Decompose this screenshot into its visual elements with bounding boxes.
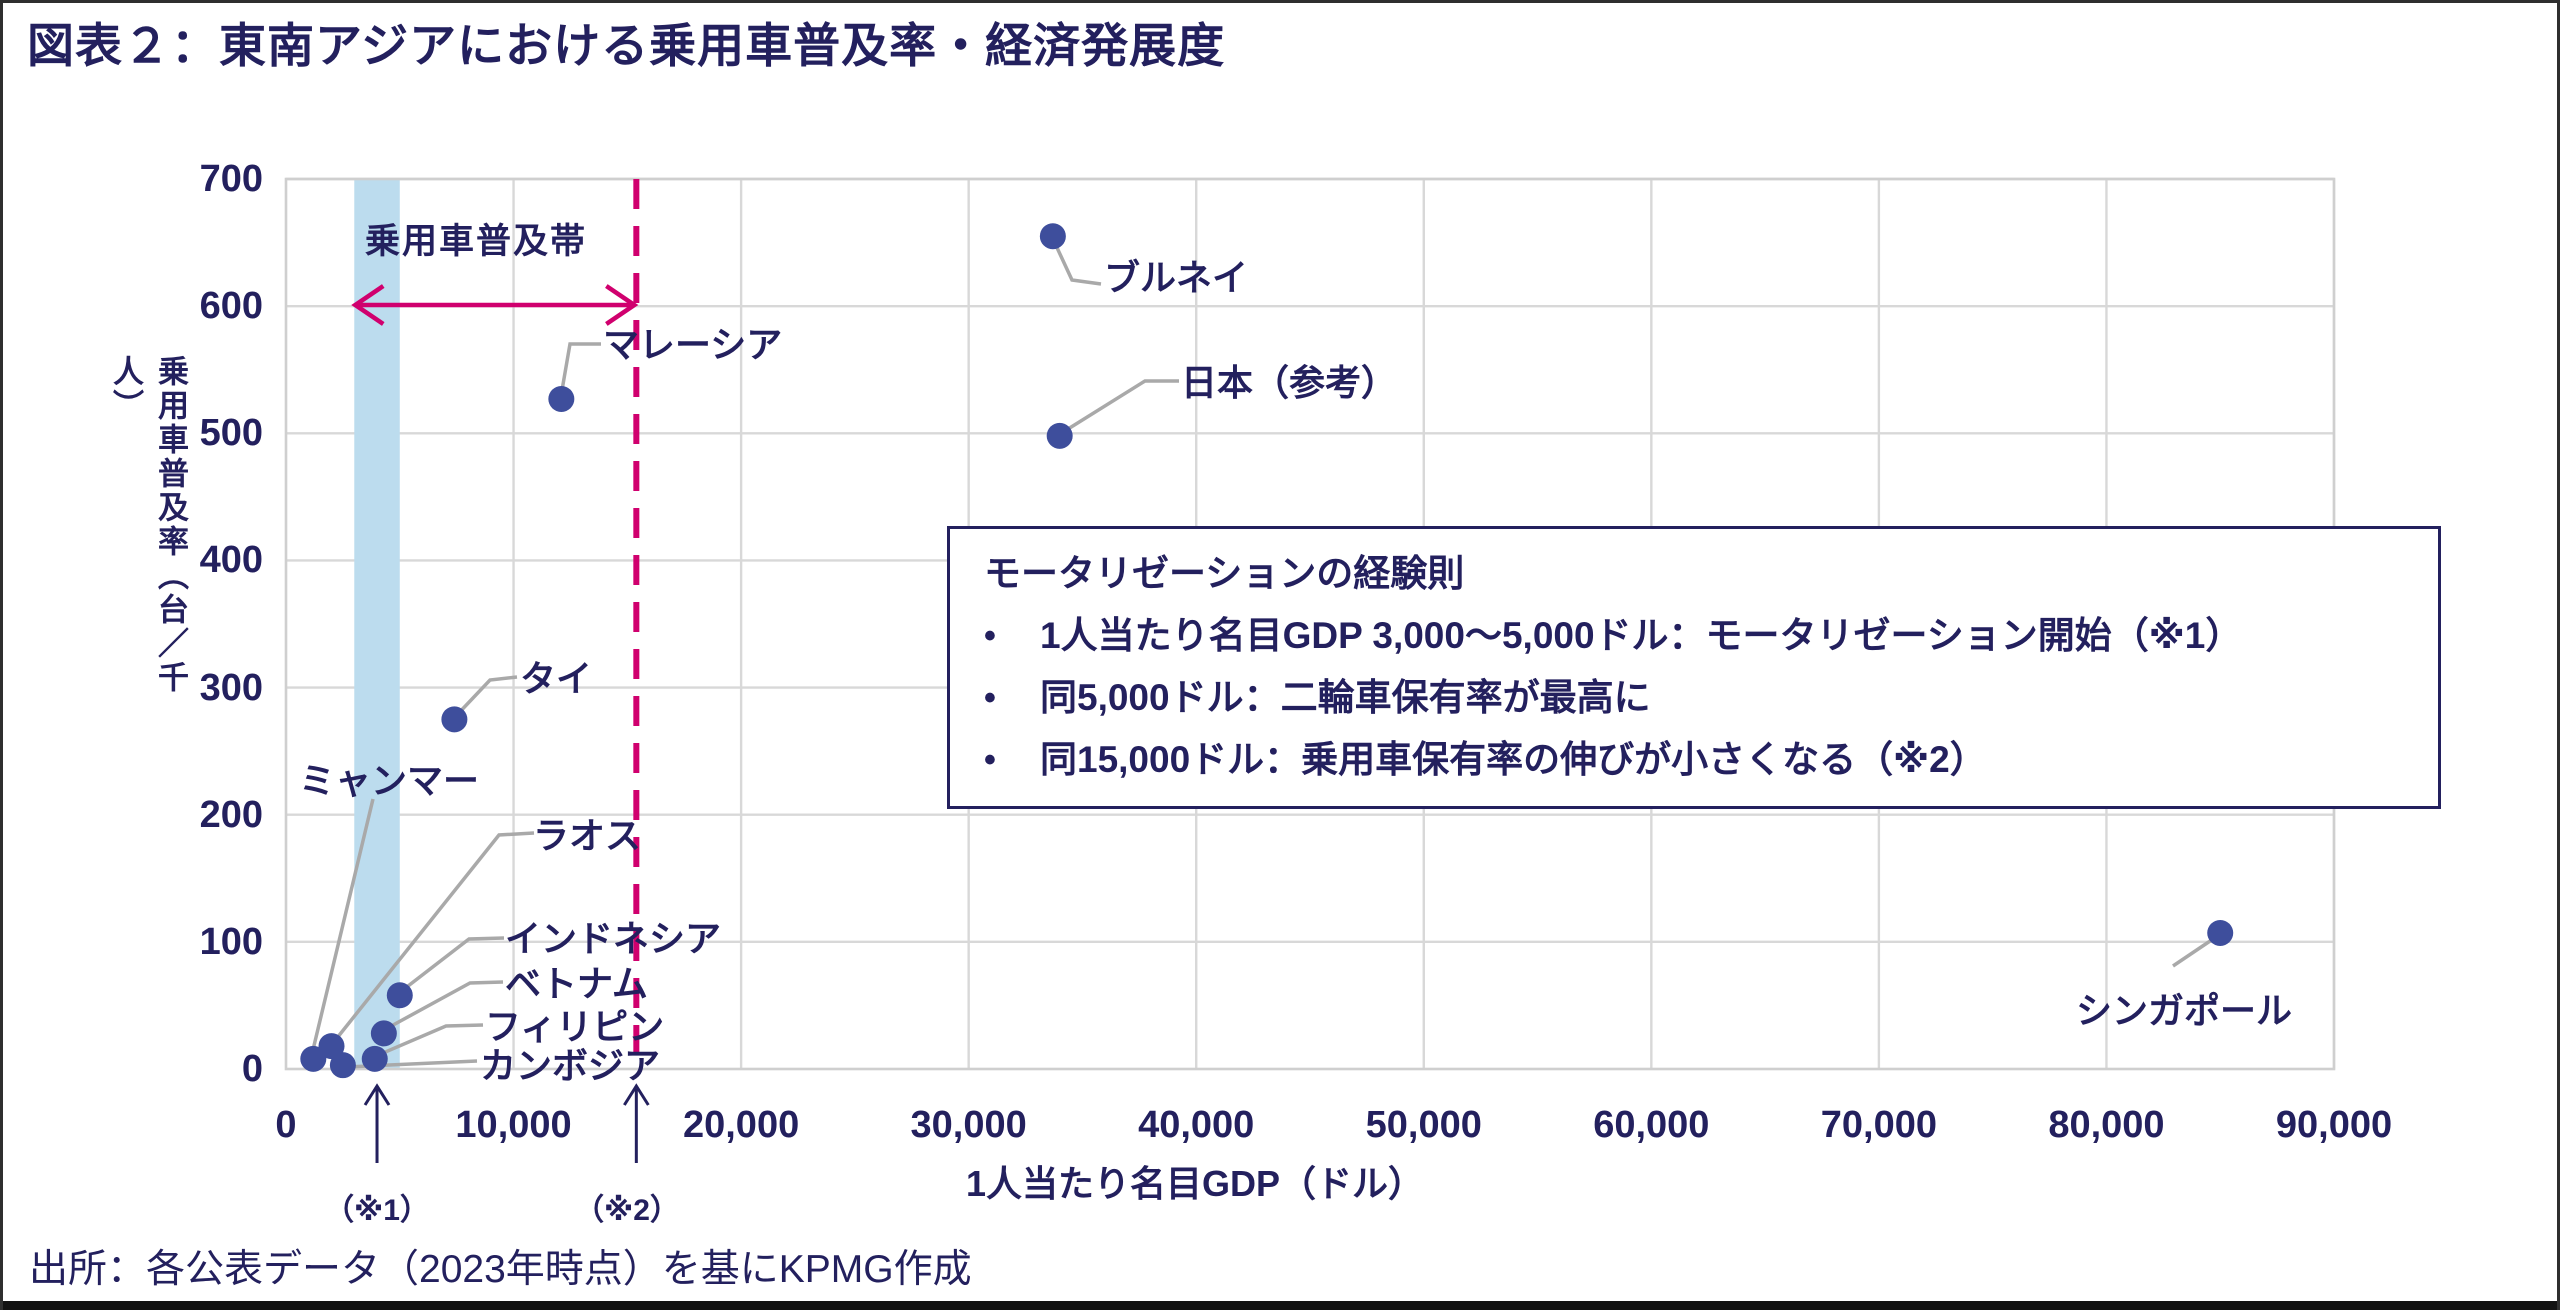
y-tick-label: 300 [199, 666, 263, 709]
x-tick-label: 20,000 [682, 1104, 800, 1146]
leader-line [1059, 379, 1179, 436]
y-tick-label: 700 [199, 158, 263, 200]
x-tick-label: 60,000 [1593, 1104, 1710, 1146]
data-point-dot [370, 1020, 397, 1047]
footnote-1-marker: （※1） [324, 1194, 430, 1227]
motorization-band-label: 乗用車普及帯 [365, 222, 588, 261]
country-label: シンガポール [2076, 990, 2293, 1031]
leader-line [397, 936, 505, 995]
motorization-band [354, 179, 400, 1069]
x-tick-label: 10,000 [455, 1104, 572, 1146]
country-label: カンボジア [480, 1045, 661, 1086]
country-label: ブルネイ [1104, 257, 1249, 298]
annotation-bullet-row: • 同5,000ドル：二輪車保有率が最高に [984, 667, 2428, 729]
country-label: タイ [520, 658, 593, 699]
annotation-box-title: モータリゼーションの経験則 [984, 553, 1465, 594]
footnote-arrowhead-icon [623, 1083, 650, 1106]
country-label: マレーシア [603, 324, 783, 365]
bullet-icon: • [984, 741, 996, 779]
data-point-dot [329, 1052, 356, 1079]
x-tick-label: 0 [275, 1104, 297, 1146]
x-tick-label: 70,000 [1820, 1104, 1937, 1146]
bullet-icon: • [984, 679, 996, 717]
y-tick-label: 600 [199, 285, 263, 328]
x-tick-label: 40,000 [1138, 1104, 1255, 1146]
bullet-icon: • [984, 617, 996, 655]
annotation-box: モータリゼーションの経験則 • 1人当たり名目GDP 3,000～5,000ドル… [947, 526, 2441, 809]
x-tick-label: 80,000 [2048, 1104, 2165, 1146]
leader-line [383, 980, 504, 1032]
data-point-dot [2207, 919, 2234, 946]
annotation-bullet-row: • 同15,000ドル：乗用車保有率の伸びが小さくなる（※2） [984, 729, 2428, 791]
arrowhead-left-icon [351, 284, 385, 326]
leader-line [331, 831, 535, 1045]
data-point-dot [318, 1033, 345, 1060]
leader-line [559, 342, 601, 397]
country-label: ベトナム [505, 963, 648, 1004]
data-point-dot [386, 982, 413, 1009]
y-tick-label: 200 [199, 793, 263, 836]
data-point-dot [1039, 223, 1066, 250]
data-point-dot [548, 385, 575, 412]
country-label: ミャンマー [299, 760, 480, 801]
data-point-dot [300, 1045, 327, 1072]
leader-line [453, 675, 518, 719]
country-label: 日本（参考） [1181, 362, 1398, 403]
country-label: フィリピン [485, 1006, 665, 1047]
annotation-bullet-row: • 1人当たり名目GDP 3,000～5,000ドル：モータリゼーション開始（※… [984, 605, 2428, 667]
source-caption: 出所：各公表データ（2023年時点）を基にKPMG作成 [29, 1248, 972, 1291]
leader-line [310, 798, 375, 1055]
leader-line [1051, 238, 1102, 286]
footnote-arrowhead-icon [363, 1083, 391, 1106]
y-tick-label: 500 [199, 412, 263, 455]
x-tick-label: 50,000 [1365, 1104, 1482, 1146]
data-point-dot [441, 706, 468, 733]
data-point-dot [361, 1045, 388, 1072]
country-label: インドネシア [505, 918, 722, 959]
footnote-2-marker: （※2） [574, 1194, 680, 1227]
y-tick-label: 0 [241, 1048, 263, 1090]
bottom-divider-bar [3, 1301, 2557, 1310]
y-tick-label: 400 [199, 539, 263, 582]
data-point-dot [1046, 422, 1073, 449]
y-tick-label: 100 [199, 920, 263, 963]
page-title: 図表２：東南アジアにおける乗用車普及率・経済発展度 [27, 19, 1226, 72]
y-axis-title: 乗用車普及率（台／千人） [108, 355, 188, 695]
x-tick-label: 30,000 [910, 1104, 1027, 1146]
arrowhead-right-icon [605, 284, 639, 326]
x-tick-label: 90,000 [2275, 1104, 2393, 1146]
leader-line [375, 1023, 484, 1058]
x-axis-title: 1人当たり名目GDP（ドル） [965, 1163, 1425, 1204]
country-label: ラオス [533, 815, 642, 856]
